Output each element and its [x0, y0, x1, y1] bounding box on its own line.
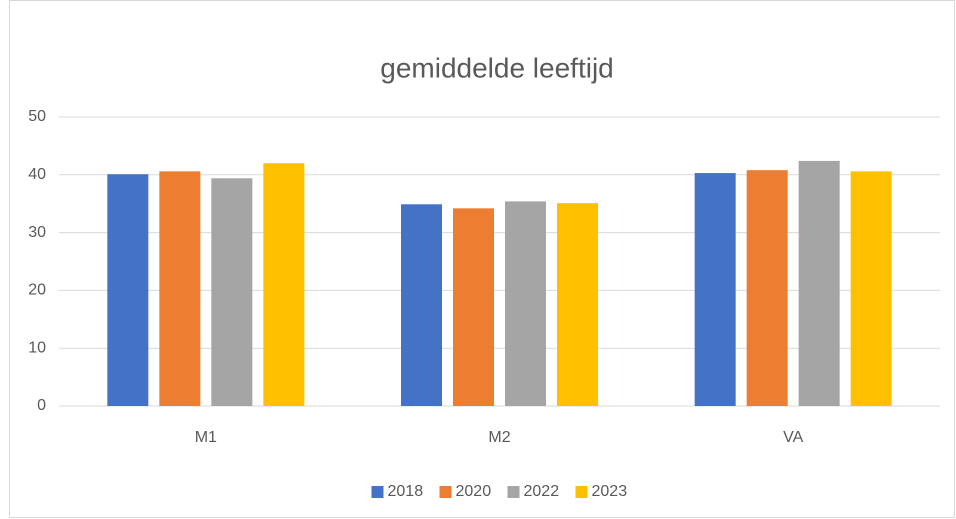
bar: [798, 160, 840, 406]
bar: [505, 201, 546, 406]
x-tick-label: M2: [488, 429, 510, 446]
bar: [107, 174, 149, 406]
legend-label: 2018: [388, 483, 424, 500]
y-tick-label: 20: [28, 282, 46, 299]
x-tick-label: M1: [195, 429, 217, 446]
legend-label: 2022: [524, 483, 560, 500]
bar: [453, 208, 494, 406]
y-tick-label: 50: [28, 108, 46, 125]
x-tick-label: VA: [783, 429, 803, 446]
legend-label: 2023: [592, 483, 628, 500]
bar: [159, 171, 201, 406]
bar: [211, 178, 253, 406]
bar: [850, 171, 892, 406]
y-tick-label: 10: [28, 339, 46, 356]
legend-label: 2020: [456, 483, 492, 500]
chart-title: gemiddelde leeftijd: [380, 52, 614, 83]
legend-swatch: [439, 486, 452, 498]
legend-swatch: [575, 486, 588, 498]
legend-swatch: [507, 486, 520, 498]
bar: [557, 203, 598, 406]
bar: [746, 170, 788, 406]
y-tick-label: 30: [28, 224, 46, 241]
y-tick-label: 40: [28, 166, 46, 183]
legend-swatch: [371, 486, 384, 498]
bar: [401, 204, 442, 406]
bar: [263, 163, 305, 406]
y-tick-label: 0: [37, 397, 46, 414]
bar: [694, 173, 736, 406]
